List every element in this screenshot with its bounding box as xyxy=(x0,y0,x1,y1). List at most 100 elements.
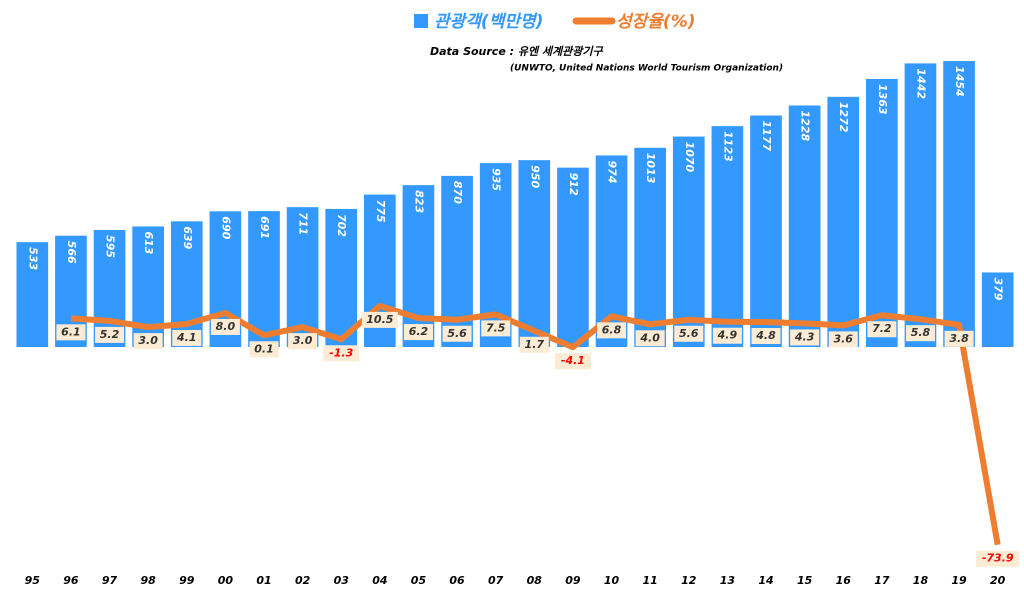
bar-label: 1123 xyxy=(721,131,734,162)
bar xyxy=(943,61,975,348)
x-tick-label: 96 xyxy=(63,574,79,587)
data-label: 4.0 xyxy=(639,331,660,344)
data-label: 8.0 xyxy=(216,320,236,333)
x-tick-label: 08 xyxy=(527,574,543,587)
bar-label: 690 xyxy=(219,216,232,239)
data-label-box xyxy=(403,324,433,341)
data-label-box xyxy=(210,318,240,335)
bar-label: 1272 xyxy=(837,102,850,133)
x-tick-label: 06 xyxy=(449,574,465,587)
bar xyxy=(672,136,705,347)
bar-label: 702 xyxy=(335,214,348,237)
data-label-box xyxy=(635,330,665,347)
x-tick-label: 04 xyxy=(372,574,387,587)
bar-label: 1442 xyxy=(914,68,927,99)
x-tick-label: 18 xyxy=(913,574,929,587)
legend-swatch xyxy=(414,14,428,28)
bar-label: 613 xyxy=(142,231,155,254)
data-label: 5.2 xyxy=(100,328,120,341)
x-tick-label: 07 xyxy=(488,574,504,587)
x-tick-label: 01 xyxy=(256,574,271,587)
x-tick-label: 12 xyxy=(681,574,697,587)
data-label-box xyxy=(361,311,398,328)
bar xyxy=(557,167,589,347)
data-label-box xyxy=(554,353,591,370)
data-label: 0.1 xyxy=(254,342,274,355)
x-tick-label: 16 xyxy=(836,574,852,587)
bar-label: 639 xyxy=(181,226,194,249)
bar-label: 1070 xyxy=(683,142,696,173)
data-label-box xyxy=(249,341,279,358)
bar-label: 711 xyxy=(297,212,310,235)
data-label-box xyxy=(712,327,742,344)
annotation: (UNWTO, United Nations World Tourism Org… xyxy=(510,64,783,74)
data-label-box xyxy=(481,320,511,337)
bar-label: 1363 xyxy=(876,84,889,115)
data-label: 3.0 xyxy=(293,334,313,347)
bar-label: 775 xyxy=(374,200,387,223)
data-label-box xyxy=(867,321,897,338)
data-label: 1.7 xyxy=(525,338,545,351)
x-tick-label: 99 xyxy=(179,574,195,587)
bar xyxy=(750,115,782,347)
x-tick-label: 13 xyxy=(720,574,736,587)
x-tick-label: 03 xyxy=(334,574,350,587)
data-label: 4.8 xyxy=(755,329,776,342)
bar xyxy=(248,211,280,347)
bar-label: 1177 xyxy=(760,121,773,152)
bar-label: 823 xyxy=(412,190,425,213)
bar xyxy=(981,272,1014,347)
data-label: 3.8 xyxy=(949,332,969,345)
x-tick-label: 10 xyxy=(604,574,620,587)
bar xyxy=(788,105,821,347)
data-label: 5.6 xyxy=(447,327,467,340)
legend-label: 관광객(백만명) xyxy=(434,12,543,32)
bar xyxy=(711,126,744,347)
bar xyxy=(286,207,319,347)
data-label: 4.9 xyxy=(717,329,738,342)
x-tick-label: 97 xyxy=(102,574,118,587)
bar-label: 595 xyxy=(104,235,117,258)
x-tick-label: 00 xyxy=(218,574,234,587)
bar-label: 950 xyxy=(528,165,541,188)
bar-label: 1228 xyxy=(799,110,812,141)
data-label: 7.5 xyxy=(486,321,506,334)
data-label-box xyxy=(905,325,935,342)
x-tick-label: 14 xyxy=(758,574,773,587)
data-label: -73.9 xyxy=(982,552,1014,565)
bar-label: 379 xyxy=(992,277,1005,300)
bar xyxy=(16,242,49,347)
data-label: 7.2 xyxy=(872,322,892,335)
data-label-box xyxy=(828,331,858,348)
data-label: 3.0 xyxy=(138,334,158,347)
x-tick-label: 17 xyxy=(874,574,890,587)
data-label-box xyxy=(751,328,781,345)
data-label: -4.1 xyxy=(561,354,585,367)
data-label-box xyxy=(442,325,472,342)
data-label: -1.3 xyxy=(329,346,353,359)
x-tick-label: 05 xyxy=(411,574,427,587)
data-label-box xyxy=(95,326,125,343)
bar-label: 1454 xyxy=(953,66,966,97)
data-label-box xyxy=(172,329,202,346)
data-label-box xyxy=(323,345,360,362)
x-tick-label: 95 xyxy=(25,574,41,587)
data-label: 10.5 xyxy=(366,313,393,326)
x-tick-label: 02 xyxy=(295,574,311,587)
bar-label: 533 xyxy=(26,247,39,270)
data-label-box xyxy=(133,333,163,350)
data-label-box xyxy=(519,336,549,353)
data-label: 5.6 xyxy=(679,327,699,340)
data-label: 4.1 xyxy=(176,331,197,344)
data-label: 6.1 xyxy=(61,325,81,338)
bar xyxy=(904,63,937,347)
line xyxy=(70,302,1001,546)
bar-label: 974 xyxy=(606,160,619,183)
data-label: 3.6 xyxy=(833,332,853,345)
bar-label: 870 xyxy=(451,181,464,204)
data-label-box xyxy=(597,322,627,339)
data-label: 6.8 xyxy=(602,323,622,336)
bar xyxy=(518,160,551,347)
data-label-box xyxy=(288,333,318,350)
